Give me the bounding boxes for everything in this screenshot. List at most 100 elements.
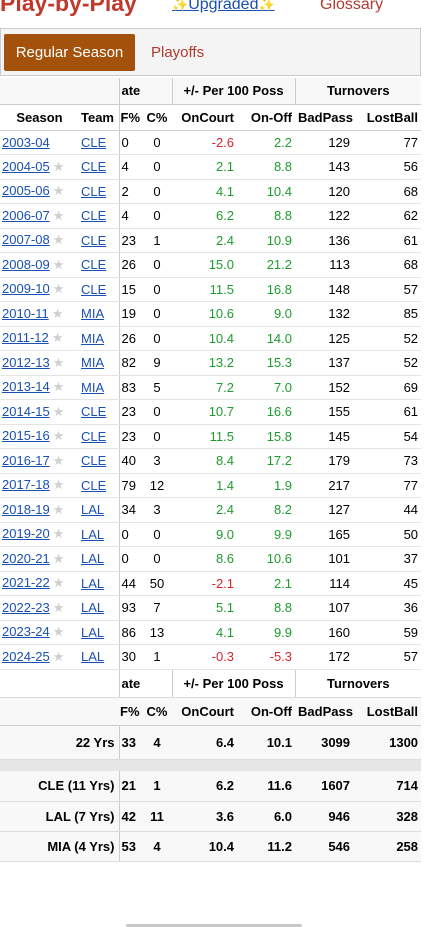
horizontal-scrollbar[interactable] [126, 924, 302, 927]
tab-regular-season[interactable]: Regular Season [4, 34, 135, 71]
lostball-cell: 73 [353, 448, 422, 474]
column-header-oncourt[interactable]: OnCourt [172, 104, 238, 131]
team-link[interactable]: CLE [81, 159, 107, 175]
badpass-cell: 107 [295, 595, 354, 621]
lostball-cell: 56 [353, 154, 422, 180]
season-link[interactable]: 2010-11 [2, 305, 49, 321]
season-link[interactable]: 2013-14 [2, 379, 50, 395]
team-link[interactable]: LAL [81, 600, 105, 616]
column-header-badpass[interactable]: BadPass [295, 104, 354, 131]
team-split-lostball: 258 [353, 831, 422, 862]
season-link[interactable]: 2011-12 [2, 330, 49, 346]
team-link[interactable]: LAL [81, 502, 105, 518]
tab-playoffs[interactable]: Playoffs [151, 44, 205, 61]
table-row: 2018-19 ★ LAL 34 3 2.4 8.2 127 44 [0, 497, 422, 523]
column-header-lostball[interactable]: LostBall [353, 104, 422, 131]
glossary-link[interactable]: Glossary [320, 0, 384, 13]
on-off-cell: -5.3 [237, 644, 296, 670]
upgraded-label: Upgraded [188, 0, 259, 13]
table-row: 2008-09 ★ CLE 26 0 15.0 21.2 113 68 [0, 252, 422, 278]
team-link[interactable]: MIA [81, 355, 105, 371]
c-pct-cell: 9 [142, 350, 173, 376]
season-cell: 2009-10 ★ [0, 277, 79, 302]
on-off-cell: 16.8 [237, 277, 296, 302]
column-header-season[interactable]: Season [0, 104, 79, 131]
column-header-f-pct[interactable]: F% [118, 104, 142, 131]
season-cell: 2020-21 ★ [0, 546, 79, 572]
all-star-icon: ★ [52, 379, 65, 395]
season-link[interactable]: 2019-20 [2, 526, 50, 542]
team-link[interactable]: LAL [81, 526, 105, 542]
team-link[interactable]: LAL [81, 575, 105, 591]
team-link[interactable]: LAL [81, 551, 105, 567]
team-link[interactable]: CLE [81, 208, 107, 224]
column-header-c-pct[interactable]: C% [142, 104, 173, 131]
oncourt-cell: 13.2 [172, 350, 238, 376]
season-link[interactable]: 2023-24 [2, 624, 50, 640]
oncourt-cell: 8.6 [172, 546, 238, 572]
table-row: 2017-18 ★ CLE 79 12 1.4 1.9 217 77 [0, 473, 422, 498]
all-star-icon: ★ [52, 232, 65, 248]
season-link[interactable]: 2015-16 [2, 428, 50, 444]
team-link[interactable]: CLE [81, 257, 107, 273]
table-row: 2013-14 ★ MIA 83 5 7.2 7.0 152 69 [0, 375, 422, 400]
team-link[interactable]: CLE [81, 281, 107, 297]
season-cell: 2010-11 ★ [0, 301, 79, 327]
column-header-on-off[interactable]: On-Off [237, 104, 296, 131]
lostball-cell: 52 [353, 326, 422, 351]
team-link[interactable]: LAL [81, 649, 105, 665]
stats-table-container[interactable]: ate +/- Per 100 Poss Turnovers Season Te… [0, 78, 426, 862]
table-row: 2009-10 ★ CLE 15 0 11.5 16.8 148 57 [0, 277, 422, 302]
all-star-icon: ★ [52, 526, 65, 542]
upgraded-link[interactable]: ✨Upgraded✨ [172, 0, 275, 14]
team-cell: CLE [79, 179, 119, 204]
all-star-icon: ★ [52, 183, 65, 199]
c-pct-cell: 0 [142, 277, 173, 302]
team-link[interactable]: CLE [81, 183, 107, 199]
footer-group-turnovers: Turnovers [294, 668, 422, 698]
team-cell: CLE [79, 473, 119, 498]
f-pct-cell: 23 [118, 228, 142, 253]
season-link[interactable]: 2012-13 [2, 354, 50, 370]
season-link[interactable]: 2020-21 [2, 550, 50, 566]
table-row: 2012-13 ★ MIA 82 9 13.2 15.3 137 52 [0, 350, 422, 376]
team-link[interactable]: MIA [81, 306, 105, 322]
table-row: 2024-25 ★ LAL 30 1 -0.3 -5.3 172 57 [0, 644, 422, 670]
season-link[interactable]: 2007-08 [2, 232, 50, 248]
season-link[interactable]: 2018-19 [2, 501, 50, 517]
team-link[interactable]: CLE [81, 477, 107, 493]
season-link[interactable]: 2005-06 [2, 183, 50, 199]
team-split-row: CLE (11 Yrs) 21 1 6.2 11.6 1607 714 [0, 771, 422, 802]
career-total-row: 22 Yrs 33 4 6.4 10.1 3099 1300 [0, 725, 422, 760]
season-link[interactable]: 2008-09 [2, 256, 50, 272]
season-link[interactable]: 2006-07 [2, 207, 50, 223]
team-split-oncourt: 3.6 [172, 801, 238, 832]
season-link[interactable]: 2021-22 [2, 575, 50, 591]
lostball-cell: 62 [353, 203, 422, 229]
team-link[interactable]: MIA [81, 379, 105, 395]
season-link[interactable]: 2014-15 [2, 403, 50, 419]
on-off-cell: 9.9 [237, 620, 296, 645]
team-split-lostball: 714 [353, 771, 422, 802]
on-off-cell: 15.8 [237, 424, 296, 449]
team-link[interactable]: CLE [81, 404, 107, 420]
team-link[interactable]: CLE [81, 134, 107, 150]
season-link[interactable]: 2004-05 [2, 158, 50, 174]
team-link[interactable]: LAL [81, 624, 105, 640]
season-cell: 2004-05 ★ [0, 154, 79, 180]
team-cell: CLE [79, 130, 119, 155]
team-link[interactable]: CLE [81, 232, 107, 248]
season-link[interactable]: 2022-23 [2, 599, 50, 615]
season-link[interactable]: 2024-25 [2, 648, 50, 664]
page-header: Play-by-Play ✨Upgraded✨ Glossary [0, 0, 426, 20]
team-split-badpass: 546 [295, 831, 354, 862]
team-link[interactable]: MIA [81, 330, 105, 346]
season-link[interactable]: 2009-10 [2, 281, 50, 297]
season-link[interactable]: 2017-18 [2, 477, 50, 493]
season-link[interactable]: 2016-17 [2, 452, 50, 468]
column-header-team[interactable]: Team [79, 104, 119, 131]
season-link[interactable]: 2003-04 [2, 134, 50, 150]
on-off-cell: 8.2 [237, 497, 296, 523]
team-link[interactable]: CLE [81, 453, 107, 469]
team-link[interactable]: CLE [81, 428, 107, 444]
